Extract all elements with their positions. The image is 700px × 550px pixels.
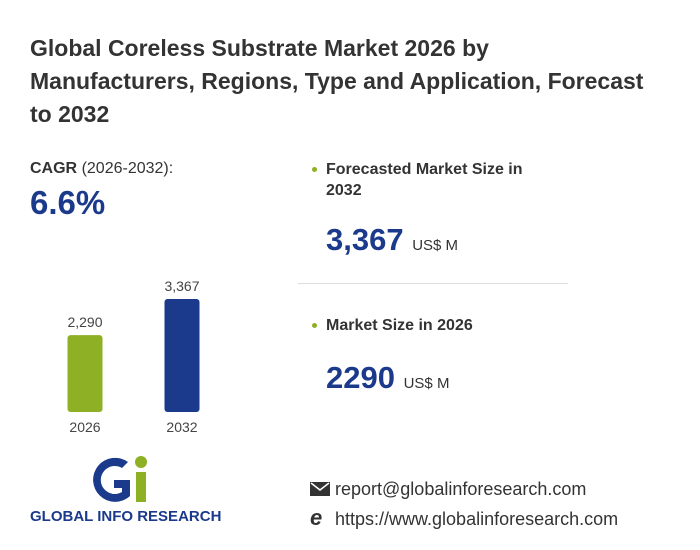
separator [298, 283, 568, 284]
current-value-row: 2290 US$ M [326, 360, 449, 396]
email: report@globalinforesearch.com [335, 479, 587, 499]
category-label: 2026 [69, 419, 100, 435]
bullet [312, 167, 317, 172]
current-label: Market Size in 2026 [326, 317, 473, 334]
forecast-label: Forecasted Market Size in 2032 [326, 161, 523, 199]
current-unit: US$ M [403, 375, 450, 392]
cagr-label: CAGR (2026-2032): [30, 160, 173, 178]
logo-text: GLOBAL INFO RESEARCH [30, 508, 222, 525]
bar [164, 299, 200, 412]
forecast-value-row: 3,367 US$ M [326, 222, 458, 258]
bar-chart: 2,290 2026 3,367 2032 [67, 278, 200, 435]
email-icon [310, 482, 330, 496]
title: Global Coreless Substrate Market 2026 by… [30, 35, 644, 127]
cagr-value: 6.6% [30, 184, 106, 221]
bar [67, 335, 103, 412]
forecast-value: 3,367 [326, 222, 404, 257]
category-label: 2032 [166, 419, 197, 435]
value-label: 3,367 [164, 278, 199, 294]
current-value: 2290 [326, 360, 395, 395]
website: https://www.globalinforesearch.com [335, 509, 619, 529]
cagr-period: (2026-2032): [81, 160, 174, 177]
bullet [312, 323, 317, 328]
forecast-unit: US$ M [412, 237, 459, 254]
logo-mark [93, 456, 147, 502]
value-label: 2,290 [67, 314, 102, 330]
cagr-name: CAGR [30, 160, 78, 177]
web-icon: e [310, 505, 323, 530]
